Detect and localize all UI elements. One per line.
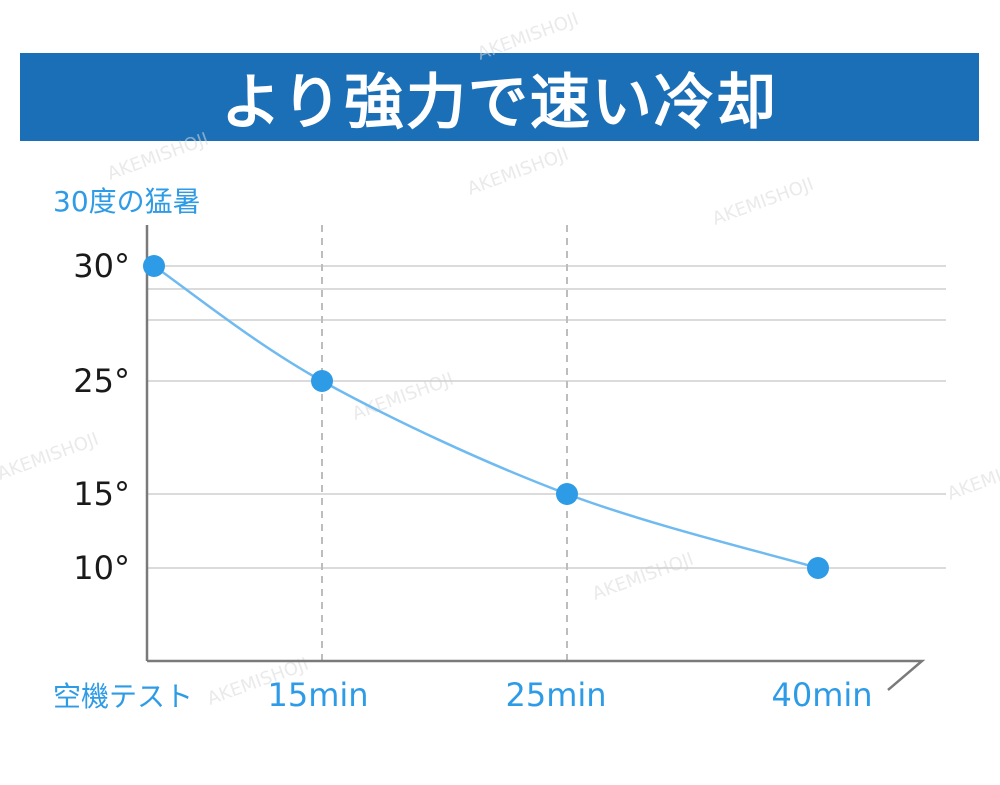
data-point [311, 370, 333, 392]
x-category-labels: 空機テスト 15min 25min 40min [53, 676, 873, 714]
series-line [153, 264, 819, 570]
watermark-text: AKEMISHOJI [350, 369, 457, 425]
y-tick-label: 25° [73, 362, 130, 400]
x-category-label: 40min [771, 676, 872, 714]
x-category-label: 25min [505, 676, 606, 714]
x-category-label: 空機テスト [53, 680, 193, 713]
x-category-label: 15min [267, 676, 368, 714]
axes [145, 225, 926, 691]
series-line-group [153, 264, 819, 570]
y-tick-labels: 30° 25° 15° 10° [73, 247, 130, 587]
data-point [143, 255, 165, 277]
watermark-text: AKEMISHOJI [105, 129, 212, 185]
watermark-text: AKEMISHOJI [710, 174, 817, 230]
data-point [556, 483, 578, 505]
data-point [807, 557, 829, 579]
data-points [143, 255, 829, 579]
title-banner: より強力で速い冷却 [20, 53, 979, 141]
watermark-text: AKEMISHOJI [465, 144, 572, 200]
x-axis [147, 659, 926, 691]
chart-title: より強力で速い冷却 [221, 67, 778, 138]
chart-subtitle: 30度の猛暑 [53, 185, 201, 218]
y-tick-label: 30° [73, 247, 130, 285]
watermark-text: AKEMISHOJI [590, 549, 697, 605]
watermark-text: AKEMISHOJI [475, 9, 582, 65]
watermark-text: AKEMISHOJI [945, 449, 1000, 505]
watermark-layer: AKEMISHOJI AKEMISHOJI AKEMISHOJI AKEMISHOJI… [0, 9, 1000, 710]
y-tick-label: 15° [73, 475, 130, 513]
y-tick-label: 10° [73, 549, 130, 587]
gridlines [147, 265, 946, 569]
